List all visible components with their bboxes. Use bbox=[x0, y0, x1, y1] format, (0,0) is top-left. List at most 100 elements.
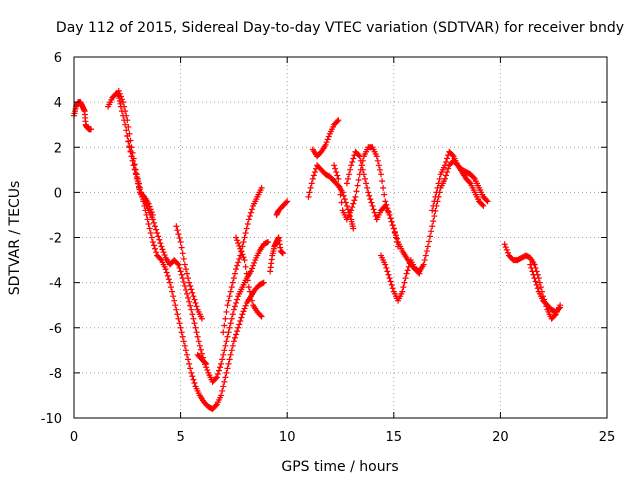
data-point bbox=[179, 250, 186, 257]
y-tick-label: -8 bbox=[49, 367, 62, 382]
data-point bbox=[352, 193, 359, 200]
data-point bbox=[234, 328, 241, 335]
data-point bbox=[379, 178, 386, 185]
data-point bbox=[234, 237, 241, 244]
data-point bbox=[428, 228, 435, 235]
data-point bbox=[423, 248, 430, 255]
data-point bbox=[186, 360, 193, 367]
data-point bbox=[359, 166, 366, 173]
data-point bbox=[220, 329, 227, 336]
data-point bbox=[333, 169, 340, 176]
data-point bbox=[431, 213, 438, 220]
data-point bbox=[177, 324, 184, 331]
data-point bbox=[218, 392, 225, 399]
data-point bbox=[242, 263, 249, 270]
data-point bbox=[173, 306, 180, 313]
data-point bbox=[530, 271, 537, 278]
data-point bbox=[405, 263, 412, 270]
data-point bbox=[436, 175, 443, 182]
data-point bbox=[185, 356, 192, 363]
data-point bbox=[528, 264, 535, 271]
data-point bbox=[174, 227, 181, 234]
data-point bbox=[153, 226, 160, 233]
data-point bbox=[185, 275, 192, 282]
data-point bbox=[182, 347, 189, 354]
data-point bbox=[229, 311, 236, 318]
data-point bbox=[233, 234, 240, 241]
data-point bbox=[218, 360, 225, 367]
x-axis-label: GPS time / hours bbox=[281, 459, 398, 475]
data-point bbox=[363, 180, 370, 187]
data-point bbox=[337, 191, 344, 198]
data-point bbox=[127, 148, 134, 155]
data-point bbox=[241, 234, 248, 241]
data-point bbox=[190, 376, 197, 383]
data-point bbox=[230, 338, 237, 345]
data-point bbox=[176, 235, 183, 242]
data-point bbox=[284, 198, 291, 205]
y-tick-label: 0 bbox=[54, 186, 62, 201]
data-point bbox=[157, 255, 164, 262]
data-point bbox=[153, 249, 160, 256]
data-point bbox=[217, 364, 224, 371]
data-point bbox=[198, 350, 205, 357]
data-point bbox=[148, 209, 155, 216]
data-point bbox=[390, 225, 397, 232]
data-point bbox=[324, 136, 331, 143]
data-point bbox=[233, 331, 240, 338]
data-point bbox=[178, 244, 185, 251]
data-point bbox=[181, 342, 188, 349]
data-point bbox=[191, 296, 198, 303]
data-point bbox=[334, 172, 341, 179]
data-point bbox=[234, 262, 241, 269]
data-point bbox=[332, 165, 339, 172]
data-point bbox=[441, 175, 448, 182]
data-point bbox=[265, 239, 272, 246]
data-point bbox=[159, 246, 166, 253]
data-point bbox=[227, 288, 234, 295]
x-tick-label: 0 bbox=[70, 430, 78, 445]
data-point bbox=[134, 180, 141, 187]
data-point bbox=[249, 206, 256, 213]
data-point bbox=[373, 153, 380, 160]
data-point bbox=[356, 153, 363, 160]
data-point bbox=[258, 184, 265, 191]
data-point bbox=[189, 311, 196, 318]
data-point bbox=[441, 162, 448, 169]
data-point bbox=[182, 286, 189, 293]
data-point bbox=[178, 271, 185, 278]
data-point bbox=[340, 192, 347, 199]
data-point bbox=[176, 320, 183, 327]
y-tick-label: -4 bbox=[49, 277, 62, 292]
data-point bbox=[241, 305, 248, 312]
data-point bbox=[222, 342, 229, 349]
data-point bbox=[172, 302, 179, 309]
data-point bbox=[166, 279, 173, 286]
data-point bbox=[144, 216, 151, 223]
data-point bbox=[529, 268, 536, 275]
data-point bbox=[355, 152, 362, 159]
data-point bbox=[322, 141, 329, 148]
data-point bbox=[531, 275, 538, 282]
data-point bbox=[155, 233, 162, 240]
data-point bbox=[116, 90, 123, 97]
data-point bbox=[311, 169, 318, 176]
data-point bbox=[432, 193, 439, 200]
data-point bbox=[230, 275, 237, 282]
data-point bbox=[503, 246, 510, 253]
data-point bbox=[374, 157, 381, 164]
data-point bbox=[128, 153, 135, 160]
data-point bbox=[369, 202, 376, 209]
data-point bbox=[157, 240, 164, 247]
data-point bbox=[384, 268, 391, 275]
data-point bbox=[224, 302, 231, 309]
data-point bbox=[243, 225, 250, 232]
data-point bbox=[195, 338, 202, 345]
data-point bbox=[179, 275, 186, 282]
data-point bbox=[219, 356, 226, 363]
data-point bbox=[240, 239, 247, 246]
data-point bbox=[222, 315, 229, 322]
data-point bbox=[181, 283, 188, 290]
data-point bbox=[344, 175, 351, 182]
